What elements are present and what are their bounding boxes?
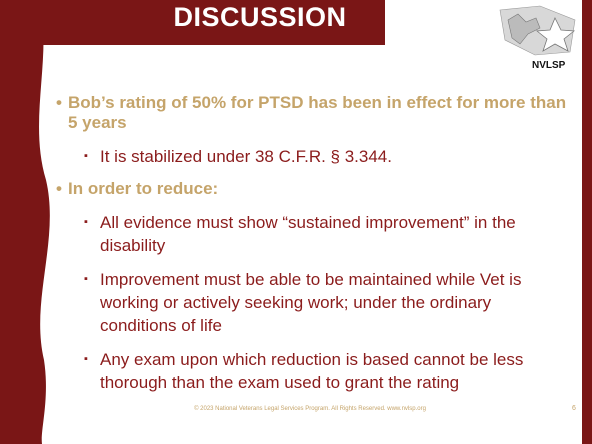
sub-bullet: Any exam upon which reduction is based c… [56, 348, 530, 394]
sub-bullet: Improvement must be able to be maintaine… [56, 268, 530, 337]
slide-title: DISCUSSION [173, 2, 347, 32]
footer: © 2023 National Veterans Legal Services … [194, 406, 426, 412]
left-band [0, 0, 50, 444]
bullet: Bob’s rating of 50% for PTSD has been in… [56, 93, 571, 133]
bullet-list: Bob’s rating of 50% for PTSD has been in… [56, 93, 571, 405]
title-bar [0, 0, 385, 45]
bullet: In order to reduce: [56, 179, 571, 199]
logo-text: NVLSP [532, 60, 566, 71]
right-strip [582, 0, 592, 444]
sub-bullet: It is stabilized under 38 C.F.R. § 3.344… [56, 145, 530, 168]
logo-icon [499, 5, 576, 56]
page-number: 6 [572, 405, 576, 412]
sub-bullet: All evidence must show “sustained improv… [56, 211, 530, 257]
